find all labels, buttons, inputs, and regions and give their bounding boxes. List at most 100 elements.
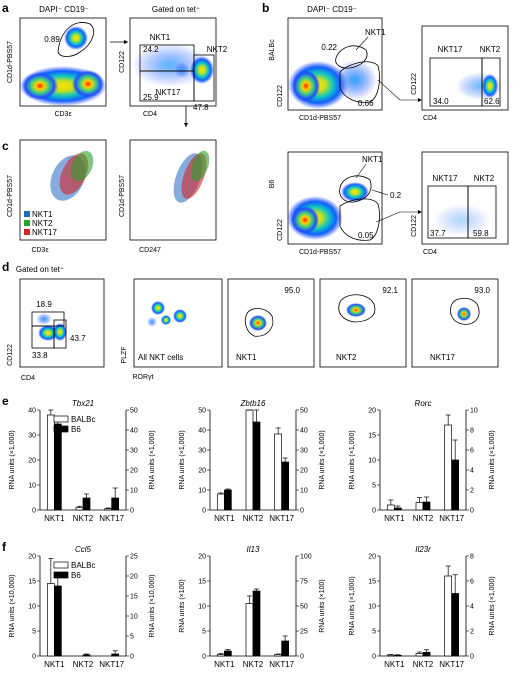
c-plot2-ylabel: CD1d-PBS57: [119, 175, 126, 217]
d-plot1-ylabel: CD122: [7, 344, 14, 366]
y-tick-label-right: 5: [130, 634, 134, 641]
chart-title: Tbx21: [72, 399, 94, 408]
c-legend-swatch-nkt2: [24, 220, 30, 226]
d-plot-nkt17-label: NKT17: [430, 353, 455, 362]
c-plot-2: CD1d-PBS57 CD247: [119, 139, 217, 254]
panel-letter-e: e: [2, 394, 9, 408]
d-value-2: 43.7: [70, 334, 86, 343]
panel-letter-d: d: [2, 260, 9, 274]
y-tick-label-right: 10: [130, 488, 138, 495]
bar-balbc: [444, 575, 453, 657]
b-bottom-right-value-nkt2: 59.8: [473, 229, 489, 238]
a-down-arrow-head: [184, 123, 188, 127]
y-tick-label-left: 5: [372, 483, 376, 490]
x-tick-label: NKT1: [214, 514, 235, 523]
y-axis-label-left: RNA units (×10,000): [9, 574, 16, 637]
bar-b6: [53, 423, 62, 511]
y-tick-label-right: 2: [470, 488, 474, 495]
legend-swatch-b6: [53, 571, 69, 579]
b-bottom-plot: NKT1 0.2 0.05 B6 CD122 CD1d-PBS57: [269, 151, 402, 256]
bar-balbc: [415, 653, 424, 657]
y-tick-label-left: 40: [198, 428, 206, 435]
b-top-right-xlabel: CD4: [423, 115, 437, 122]
b-top-right-value-nkt17: 34.0: [433, 97, 449, 106]
x-tick-label: NKT2: [413, 514, 434, 523]
x-tick-label: NKT17: [99, 514, 124, 523]
bar-balbc: [75, 507, 84, 511]
y-tick-label-right: 0: [470, 654, 474, 661]
x-tick-label: NKT17: [99, 660, 124, 669]
panel-letter-c: c: [2, 139, 9, 153]
a-label-nkt17: NKT17: [156, 88, 181, 97]
bar-b6: [393, 507, 402, 511]
a-arrow-head: [124, 40, 128, 44]
y-tick-label-right: 25: [300, 629, 308, 636]
legend-label-b6: B6: [71, 425, 81, 434]
panel-a: a DAPI⁻ CD19⁻ Gated on tet⁺ 0.89 CD1d-PB…: [2, 1, 228, 127]
b-title-1: DAPI⁻ CD19⁻: [307, 5, 357, 14]
a-plot2-xlabel: CD4: [143, 111, 157, 118]
y-tick-label-left: 0: [202, 654, 206, 661]
legend-swatch-balbc: [53, 561, 69, 569]
a-plot1-xlabel: CD3ε: [54, 111, 71, 118]
chart-il13: Il13 0 5 10 15 20 0 25 50 75 100 RNA units (×100) RN…: [179, 545, 326, 669]
chart-rorc: Rorc 0 5 10 15 20 0 2 4 6 8 10 RNA units (×1,000) RNA…: [349, 399, 496, 523]
bar-b6: [422, 501, 431, 511]
b-top-plot: NKT1 0.22 0.66 BALBc CD122 CD1d-PBS57: [269, 17, 386, 122]
a-label-nkt1: NKT1: [150, 33, 171, 42]
y-tick-label-left: 10: [28, 604, 36, 611]
y-tick-label-left: 20: [28, 554, 36, 561]
panel-letter-f: f: [2, 540, 7, 554]
b-top-nkt1-label: NKT1: [365, 28, 386, 37]
y-tick-label-right: 0: [300, 654, 304, 661]
bar-balbc: [245, 409, 254, 511]
y-axis-label-left: RNA units (×1,000): [349, 430, 356, 489]
legend-swatch-b6: [53, 425, 69, 433]
b-bottom-ylabel-strain: B6: [269, 180, 276, 189]
d-plot-nkt1: 95.0 NKT1: [227, 278, 315, 368]
y-axis-label-right: RNA units (×10,000): [149, 574, 156, 637]
y-tick-label-left: 20: [198, 468, 206, 475]
bar-balbc: [46, 414, 55, 511]
y-tick-label-right: 20: [130, 468, 138, 475]
chart-title: Il23r: [415, 545, 431, 554]
b-bottom-nkt1-label: NKT1: [362, 155, 383, 164]
panel-d: d Gated on tet⁺ 18.9 43.7 33.8 CD122 CD4…: [2, 260, 499, 382]
d-shared-xlabel: RORγt: [133, 374, 154, 381]
d-plot-all-label: All NKT cells: [138, 353, 183, 362]
y-tick-label-right: 25: [130, 554, 138, 561]
d-plot-nkt1-value: 95.0: [284, 286, 300, 295]
y-tick-label-right: 0: [300, 508, 304, 515]
d-plot1-xlabel: CD4: [21, 375, 35, 382]
y-tick-label-right: 50: [130, 408, 138, 415]
chart-zbtb16: Zbtb16 0 10 20 30 40 50 0 10 20 30 40 50 RNA units (×…: [179, 399, 326, 523]
y-tick-label-right: 8: [470, 554, 474, 561]
chart-ccl5: Ccl5 0 5 10 15 20 0 5 10 15 20 25 RNA units (×10,000…: [9, 545, 156, 669]
b-bottom-nkt1-value: 0.2: [390, 191, 402, 200]
chart-title: Ccl5: [75, 545, 92, 554]
c-plot1-xlabel: CD3ε: [31, 247, 48, 254]
y-tick-label-left: 15: [368, 579, 376, 586]
d-value-1: 18.9: [36, 300, 52, 309]
c-legend-nkt17: NKT17: [32, 228, 57, 237]
bar-b6: [281, 461, 290, 511]
c-legend-swatch-nkt17: [24, 229, 30, 235]
y-axis-label-left: RNA units (×1,000): [349, 576, 356, 635]
y-tick-label-left: 0: [202, 508, 206, 515]
y-tick-label-right: 10: [300, 488, 308, 495]
b-top-xlabel: CD1d-PBS57: [299, 115, 341, 122]
panel-letter-a: a: [2, 1, 9, 15]
y-axis-label-left: RNA units (×100): [179, 579, 186, 633]
y-tick-label-right: 75: [300, 579, 308, 586]
y-tick-label-left: 20: [368, 408, 376, 415]
a-title-1: DAPI⁻ CD19⁻: [39, 5, 89, 14]
y-tick-label-left: 30: [198, 448, 206, 455]
d-plot-1: 18.9 43.7 33.8 CD122 CD4: [7, 278, 105, 382]
b-bottom-right-label-nkt17: NKT17: [433, 174, 458, 183]
legend-label-b6: B6: [71, 571, 81, 580]
a-plot1-ylabel: CD1d-PBS57: [7, 41, 14, 83]
b-top-right-ylabel: CD122: [411, 73, 418, 95]
y-tick-label-right: 15: [130, 594, 138, 601]
chart-tbx21: Tbx21 0 10 20 30 40 0 10 20 30 40 50 RNA units (×1,0…: [9, 399, 156, 523]
